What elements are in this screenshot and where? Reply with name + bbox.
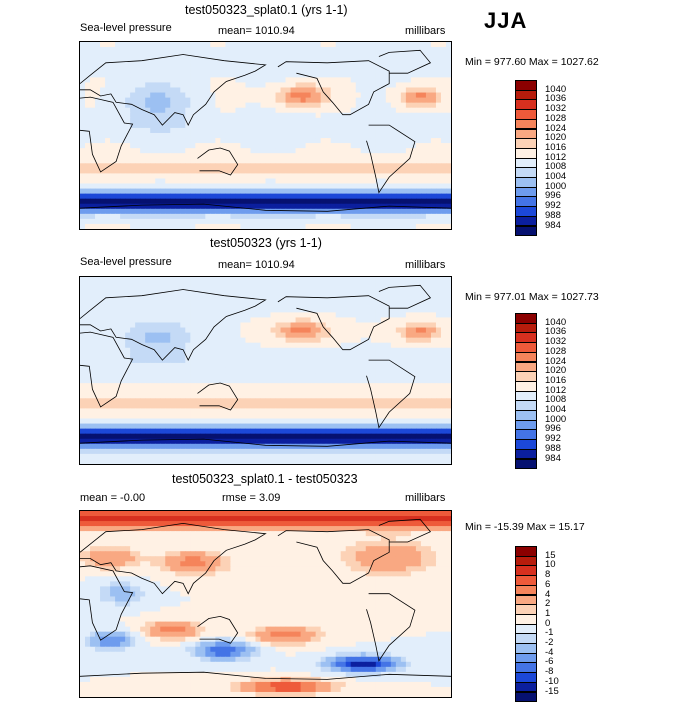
colorbar-swatch	[515, 459, 537, 470]
colorbar-tick-label: 984	[545, 221, 561, 231]
panel1-title: test050323_splat0.1 (yrs 1-1)	[185, 3, 348, 17]
panel3-rmse-label: rmse = 3.09	[222, 492, 280, 504]
colorbar-tick-label: -15	[545, 687, 559, 697]
colorbar-swatch	[515, 692, 537, 702]
panel2-field	[80, 277, 451, 464]
field-cells	[80, 42, 451, 229]
panel3-map	[79, 510, 452, 698]
panel2-title: test050323 (yrs 1-1)	[210, 236, 322, 250]
panel2-map	[79, 276, 452, 465]
panel1-map	[79, 41, 452, 230]
panel2-mean-label: mean= 1010.94	[218, 259, 295, 271]
panel1-field	[80, 42, 451, 229]
panel1-mean-label: mean= 1010.94	[218, 25, 295, 37]
panel2-variable-label: Sea-level pressure	[80, 256, 172, 268]
panel3-field	[80, 511, 451, 697]
panel3-units-label: millibars	[405, 492, 445, 504]
panel3-title: test050323_splat0.1 - test050323	[172, 472, 358, 486]
field-cells	[80, 277, 451, 464]
colorbar-tick-label: 984	[545, 454, 561, 464]
panel2-minmax: Min = 977.01 Max = 1027.73	[465, 291, 599, 303]
panel1-variable-label: Sea-level pressure	[80, 22, 172, 34]
panel3-minmax: Min = -15.39 Max = 15.17	[465, 521, 585, 533]
field-cells	[80, 511, 451, 697]
panel1-units-label: millibars	[405, 25, 445, 37]
season-label: JJA	[484, 8, 527, 34]
panel1-minmax: Min = 977.60 Max = 1027.62	[465, 56, 599, 68]
colorbar-swatch	[515, 226, 537, 237]
panel2-units-label: millibars	[405, 259, 445, 271]
panel3-mean-label: mean = -0.00	[80, 492, 145, 504]
